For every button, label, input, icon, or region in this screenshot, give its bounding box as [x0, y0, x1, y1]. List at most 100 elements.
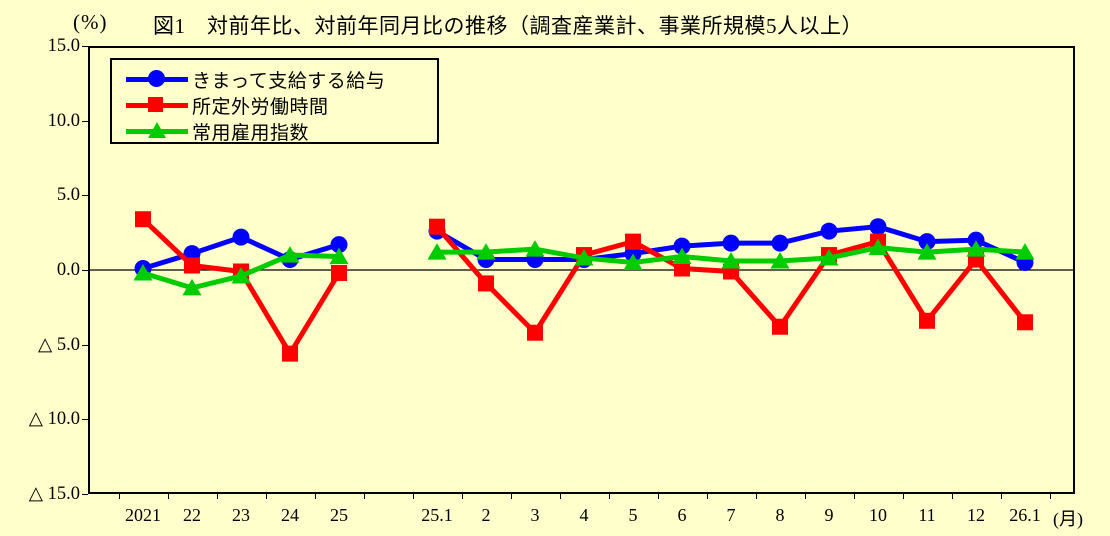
title-line: (%) 図1 対前年比、対前年同月比の推移（調査産業計、事業所規模5人以上） [0, 8, 1110, 40]
square-data-point-marker [772, 318, 788, 335]
x-axis-label: 6 [677, 505, 687, 525]
circle-data-point-marker [869, 218, 887, 236]
x-axis-label: 23 [232, 505, 250, 525]
x-axis-tick [657, 494, 659, 499]
triangle-data-point-marker [133, 263, 153, 281]
square-data-point-marker [282, 345, 298, 362]
triangle-data-point-marker [1015, 243, 1035, 260]
x-axis-label: 3 [530, 505, 540, 525]
x-axis-label: 22 [183, 505, 201, 525]
x-axis-tick [1049, 494, 1051, 499]
x-axis-unit-label: (月) [1053, 509, 1083, 529]
square-data-point-marker [625, 233, 641, 250]
square-marker-icon [126, 95, 188, 115]
triangle-data-point-marker [525, 240, 545, 257]
y-axis-label: △ 10.0 [28, 409, 80, 430]
y-axis-tick [82, 195, 88, 197]
square-data-point-marker [919, 312, 935, 329]
legend-label: 常用雇用指数 [192, 122, 310, 144]
x-axis-label: 2 [481, 505, 491, 525]
triangle-data-point-marker [672, 247, 692, 265]
x-axis-tick [363, 494, 365, 499]
triangle-data-point-marker [280, 246, 300, 263]
triangle-data-point-marker [329, 247, 349, 265]
triangle-data-point-marker [574, 249, 594, 266]
x-axis-label: 25.1 [421, 505, 453, 525]
x-axis-tick [412, 494, 414, 499]
y-axis-tick [82, 46, 88, 47]
triangle-data-point-marker [721, 252, 741, 269]
triangle-data-point-marker [182, 278, 202, 296]
y-axis-label: △ 15.0 [28, 484, 80, 504]
x-axis-tick [559, 494, 561, 499]
circle-data-point-marker [771, 234, 789, 252]
x-axis-label: 8 [775, 505, 785, 525]
x-axis-tick [608, 494, 610, 499]
x-axis-label: 10 [869, 505, 887, 525]
triangle-data-point-marker [231, 266, 251, 284]
y-axis-label: 15.0 [47, 36, 80, 56]
x-axis-tick [902, 494, 904, 499]
y-axis-tick [82, 494, 88, 495]
x-axis-tick [461, 494, 463, 499]
triangle-data-point-marker [427, 243, 447, 260]
y-axis-tick [82, 419, 88, 421]
legend-label: きまって支給する給与 [192, 70, 386, 92]
square-data-point-marker [674, 260, 690, 277]
x-axis-tick [510, 494, 512, 499]
x-axis-tick [118, 494, 120, 499]
square-data-point-marker [1017, 314, 1033, 331]
circle-data-point-marker [232, 228, 250, 246]
circle-data-point-marker [330, 236, 348, 254]
triangle-data-point-marker [770, 252, 790, 269]
chart-title: 図1 対前年比、対前年同月比の推移（調査産業計、事業所規模5人以上） [153, 14, 863, 38]
x-axis-label: 2021 [125, 505, 161, 525]
x-axis-label: 9 [824, 505, 834, 525]
square-data-point-marker [135, 211, 151, 228]
x-axis-label: 25 [330, 505, 348, 525]
circle-data-point-marker [918, 233, 936, 251]
y-axis-tick [82, 120, 88, 122]
legend-item: 所定外労働時間 [126, 92, 437, 118]
x-axis-tick [755, 494, 757, 499]
triangle-data-point-marker [868, 238, 888, 256]
x-axis-tick [1000, 494, 1002, 499]
x-axis-label: 12 [967, 505, 985, 525]
x-axis-tick [265, 494, 267, 499]
y-axis-label: △ 5.0 [38, 334, 80, 355]
legend-item: 常用雇用指数 [126, 118, 437, 144]
x-axis-tick [853, 494, 855, 499]
triangle-marker-icon [126, 121, 188, 141]
x-axis-tick [804, 494, 806, 499]
y-axis-tick [82, 270, 88, 271]
triangle-data-point-marker [476, 243, 496, 260]
triangle-data-point-marker [623, 253, 643, 271]
square-data-point-marker [429, 218, 445, 235]
y-axis-label: 0.0 [56, 260, 80, 280]
chart-canvas [88, 211, 1075, 362]
triangle-data-point-marker [917, 243, 937, 260]
circle-data-point-marker [673, 237, 691, 255]
legend-label: 所定外労働時間 [192, 96, 329, 118]
x-axis-label: 4 [579, 505, 589, 525]
y-axis-unit-label: (%) [73, 10, 108, 34]
legend: きまって支給する給与 所定外労働時間 常用雇用指数 [110, 58, 439, 144]
x-axis-label: 5 [628, 505, 638, 525]
y-axis-label: 5.0 [56, 185, 80, 206]
circle-data-point-marker [722, 234, 740, 252]
y-axis-label: 10.0 [47, 110, 80, 131]
x-axis-label: 11 [918, 505, 936, 525]
x-axis-tick [216, 494, 218, 499]
circle-data-point-marker [820, 222, 838, 240]
x-axis-tick [314, 494, 316, 499]
triangle-data-point-marker [966, 240, 986, 257]
x-axis-tick [167, 494, 169, 499]
legend-item: きまって支給する給与 [126, 66, 437, 92]
triangle-data-point-marker [819, 249, 839, 266]
square-data-point-marker [527, 324, 543, 341]
x-axis-tick [706, 494, 708, 499]
x-axis-label: 24 [281, 505, 299, 525]
square-data-point-marker [331, 264, 347, 281]
x-axis-label: 26.1 [1009, 505, 1041, 525]
x-axis-tick [951, 494, 953, 499]
